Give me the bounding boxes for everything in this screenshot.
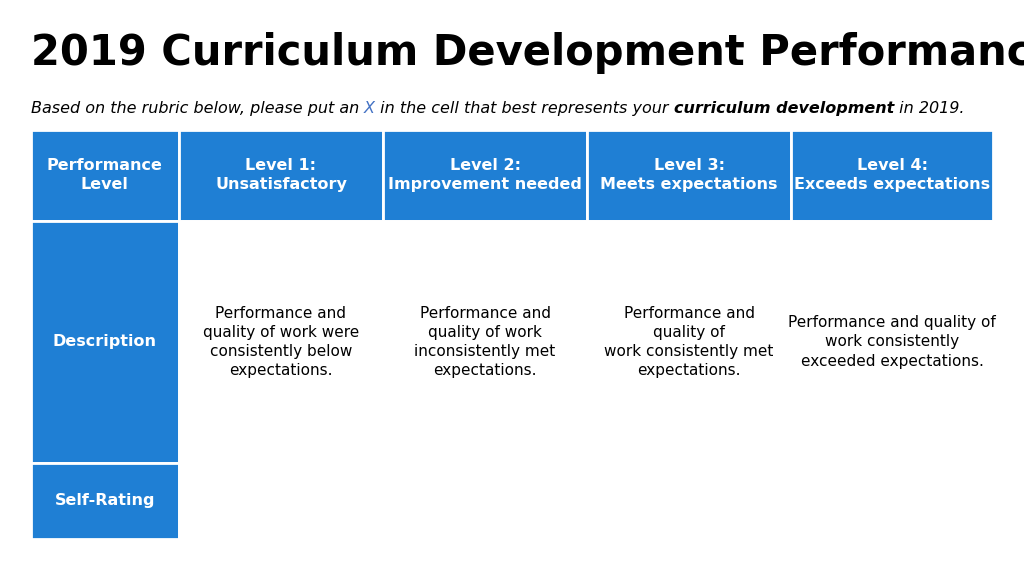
Bar [383, 130, 587, 221]
Bar [179, 130, 383, 221]
Text: Performance and quality of
work consistently
exceeded expectations.: Performance and quality of work consiste… [788, 315, 996, 369]
Text: Performance and
quality of work were
consistently below
expectations.: Performance and quality of work were con… [203, 305, 359, 378]
Bar [383, 463, 587, 539]
Text: in the cell that best represents your: in the cell that best represents your [375, 101, 674, 116]
Text: in 2019.: in 2019. [894, 101, 965, 116]
Bar [179, 221, 383, 463]
Bar [587, 221, 792, 463]
Text: Self-Rating: Self-Rating [54, 493, 155, 508]
Text: Performance
Level: Performance Level [47, 158, 163, 192]
Bar [587, 130, 792, 221]
Bar [587, 463, 792, 539]
Text: Level 1:
Unsatisfactory: Level 1: Unsatisfactory [215, 158, 347, 192]
Text: X: X [365, 101, 375, 116]
Text: Description: Description [53, 334, 157, 350]
Bar [179, 463, 383, 539]
Bar [31, 463, 179, 539]
Text: Performance and
quality of
work consistently met
expectations.: Performance and quality of work consiste… [604, 305, 774, 378]
Bar [383, 221, 587, 463]
Text: Level 3:
Meets expectations: Level 3: Meets expectations [600, 158, 778, 192]
Bar [31, 130, 179, 221]
Text: Level 4:
Exceeds expectations: Level 4: Exceeds expectations [795, 158, 990, 192]
Text: Based on the rubric below, please put an: Based on the rubric below, please put an [31, 101, 365, 116]
Bar [31, 221, 179, 463]
Text: Level 2:
Improvement needed: Level 2: Improvement needed [388, 158, 582, 192]
Text: 2019 Curriculum Development Performance Level: 2019 Curriculum Development Performance … [31, 32, 1024, 74]
Text: Performance and
quality of work
inconsistently met
expectations.: Performance and quality of work inconsis… [415, 305, 556, 378]
Bar [792, 221, 993, 463]
Bar [792, 463, 993, 539]
Text: curriculum development: curriculum development [674, 101, 894, 116]
Bar [792, 130, 993, 221]
